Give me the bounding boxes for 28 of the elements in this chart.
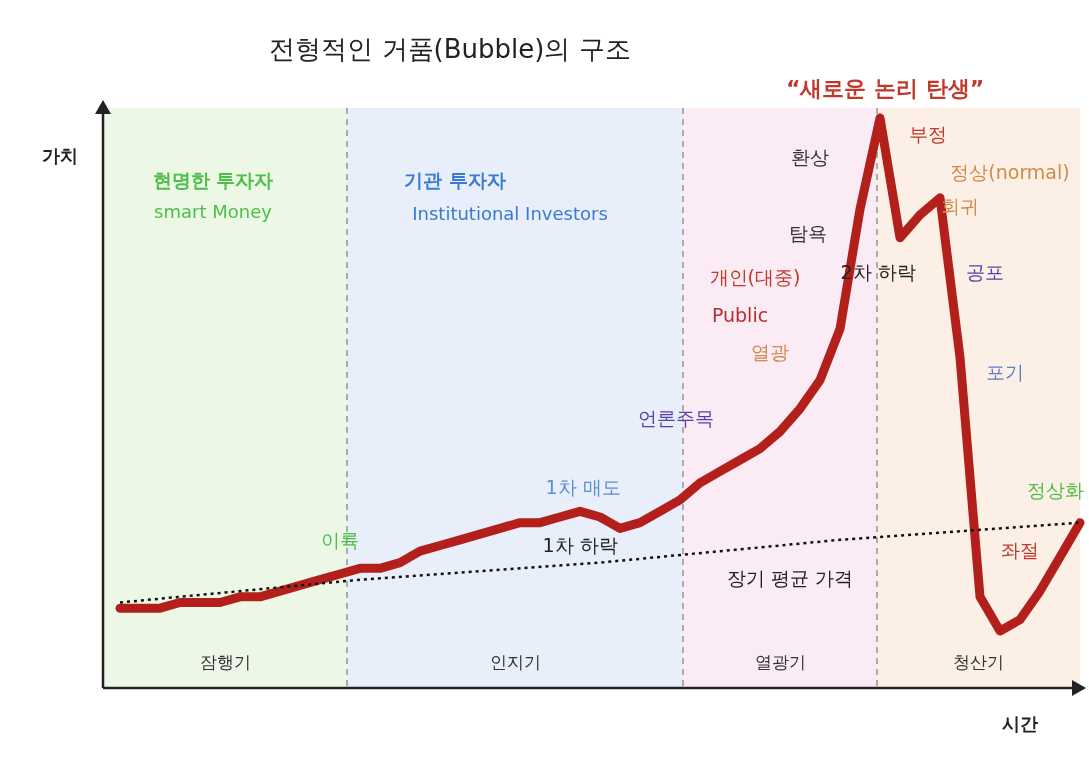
annotation: 현명한 투자자 <box>152 169 274 191</box>
annotation: 좌절 <box>1001 539 1039 561</box>
annotation: 1차 매도 <box>545 476 621 498</box>
x-axis-title: 시간 <box>1002 713 1038 734</box>
annotation: 이륙 <box>321 529 359 551</box>
annotation: 장기 평균 가격 <box>726 567 854 589</box>
text: “새로운 논리 탄생” <box>785 76 985 101</box>
annotation: 개인(대중) <box>709 266 801 288</box>
y-axis-title: 가치 <box>42 145 78 166</box>
annotation: 열광 <box>751 341 789 363</box>
annotation: 환상 <box>791 146 829 168</box>
annotation: 정상화 <box>1026 479 1084 501</box>
annotation: 탐욕 <box>789 222 827 244</box>
annotation: 공포 <box>966 261 1004 283</box>
annotation: 언론주목 <box>638 407 714 429</box>
annotation: 정상(normal) <box>950 161 1070 183</box>
annotation: Institutional Investors <box>412 203 608 224</box>
annotation: Public <box>711 304 769 326</box>
annotation: 인지기 <box>489 652 541 672</box>
annotation: 포기 <box>986 361 1024 383</box>
annotation: 부정 <box>909 123 947 145</box>
annotation: 청산기 <box>952 652 1004 672</box>
annotation: 잠행기 <box>199 652 251 672</box>
annotation: 기관 투자자 <box>404 169 506 191</box>
annotation: 1차 하락 <box>542 534 618 556</box>
annotation: smart Money <box>154 201 273 222</box>
chart-title: 전형적인 거품(Bubble)의 구조 <box>269 34 631 64</box>
annotation: 열광기 <box>754 652 806 672</box>
